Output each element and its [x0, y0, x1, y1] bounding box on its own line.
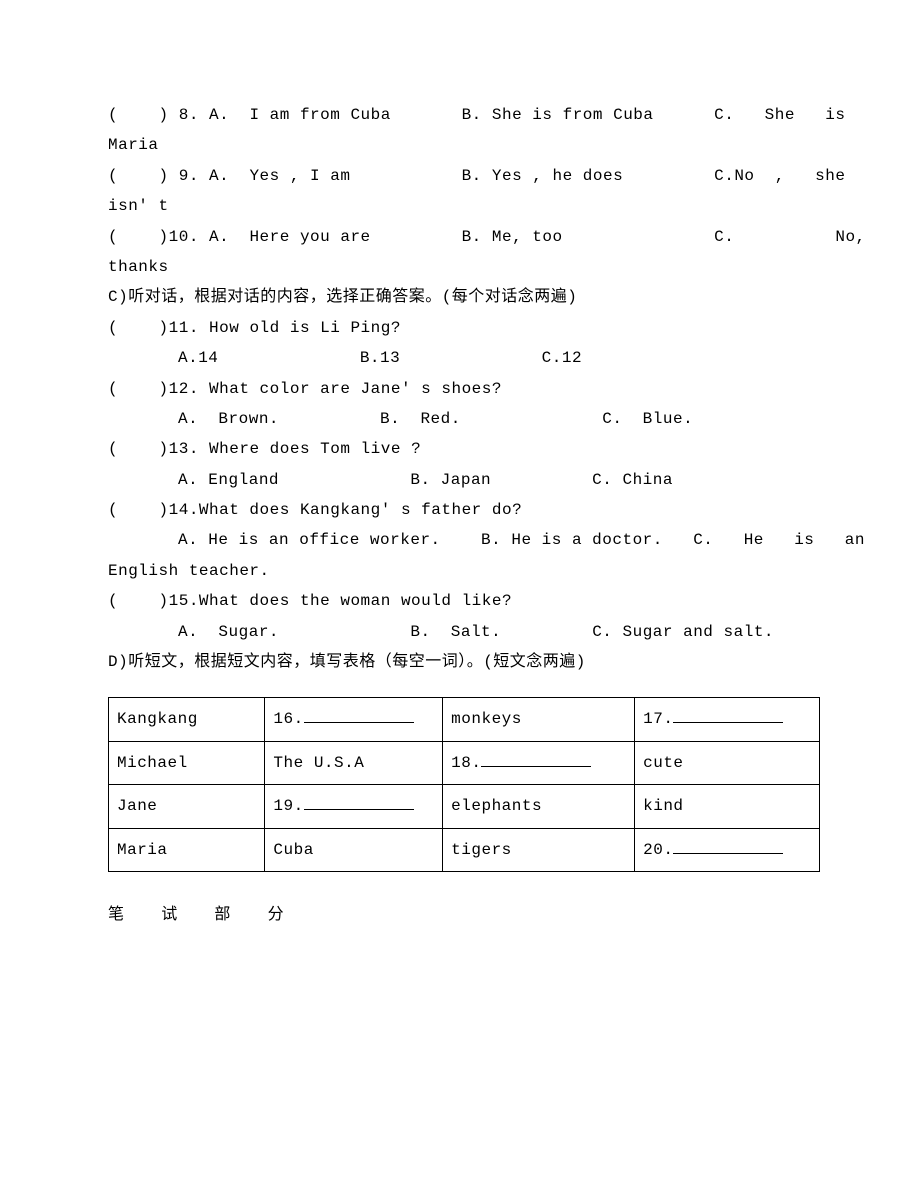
question-10-line1: ( )10. A. Here you are B. Me, too C. No,: [108, 222, 820, 252]
q14-prefix: ( )14.: [108, 501, 199, 519]
question-8-line2: Maria: [108, 130, 820, 160]
table-cell: Kangkang: [109, 698, 265, 741]
q13-b: B. Japan: [410, 471, 491, 489]
question-9-line1: ( ) 9. A. Yes , I am B. Yes , he does C.…: [108, 161, 820, 191]
table-row: Maria Cuba tigers 20.: [109, 828, 820, 871]
question-14-line3: English teacher.: [108, 556, 820, 586]
fill-in-table: Kangkang 16. monkeys 17. Michael The U.S…: [108, 697, 820, 872]
q10-prefix: ( )10.: [108, 228, 199, 246]
table-cell-blank: 16.: [265, 698, 443, 741]
written-section-title: 笔 试 部 分: [108, 900, 820, 930]
question-14-options: A. He is an office worker. B. He is a do…: [108, 525, 820, 555]
table-row: Jane 19. elephants kind: [109, 785, 820, 828]
q8-b: B. She is from Cuba: [462, 106, 654, 124]
exam-content: ( ) 8. A. I am from Cuba B. She is from …: [108, 100, 820, 930]
q11-a: A.14: [178, 349, 218, 367]
q15-a: A. Sugar.: [178, 623, 279, 641]
table-cell-blank: 20.: [635, 828, 820, 871]
q13-prefix: ( )13.: [108, 440, 199, 458]
question-13-options: A. England B. Japan C. China: [108, 465, 820, 495]
q15-prefix: ( )15.: [108, 592, 199, 610]
q14-cont: English teacher.: [108, 562, 270, 580]
q11-prefix: ( )11.: [108, 319, 199, 337]
q10-a: A. Here you are: [209, 228, 371, 246]
q12-b: B. Red.: [380, 410, 461, 428]
q11-b: B.13: [360, 349, 400, 367]
q9-cont: isn' t: [108, 197, 169, 215]
q8-a: A. I am from Cuba: [209, 106, 391, 124]
table-cell: The U.S.A: [265, 741, 443, 784]
q8-prefix: ( ) 8.: [108, 106, 199, 124]
q14-c: C. He is an: [693, 531, 865, 549]
q10-c: C. No,: [714, 228, 866, 246]
table-cell: Jane: [109, 785, 265, 828]
blank-line[interactable]: [673, 709, 783, 723]
question-15-options: A. Sugar. B. Salt. C. Sugar and salt.: [108, 617, 820, 647]
blank-label: 16.: [273, 710, 303, 728]
q12-stem: What color are Jane' s shoes?: [209, 380, 502, 398]
q10-b: B. Me, too: [462, 228, 563, 246]
blank-line[interactable]: [304, 709, 414, 723]
question-11-options: A.14 B.13 C.12: [108, 343, 820, 373]
q11-stem: How old is Li Ping?: [209, 319, 401, 337]
table-cell: cute: [635, 741, 820, 784]
question-14-stem: ( )14.What does Kangkang' s father do?: [108, 495, 820, 525]
q9-prefix: ( ) 9.: [108, 167, 199, 185]
blank-label: 18.: [451, 754, 481, 772]
q13-c: C. China: [592, 471, 673, 489]
question-8-line1: ( ) 8. A. I am from Cuba B. She is from …: [108, 100, 820, 130]
q9-b: B. Yes , he does: [462, 167, 624, 185]
blank-label: 17.: [643, 710, 673, 728]
q12-prefix: ( )12.: [108, 380, 199, 398]
q14-a: A. He is an office worker.: [178, 531, 441, 549]
table-cell: kind: [635, 785, 820, 828]
q15-b: B. Salt.: [410, 623, 501, 641]
table-cell: Michael: [109, 741, 265, 784]
table-cell-blank: 18.: [443, 741, 635, 784]
blank-line[interactable]: [481, 753, 591, 767]
q15-c: C. Sugar and salt.: [592, 623, 774, 641]
blank-line[interactable]: [304, 796, 414, 810]
q15-stem: What does the woman would like?: [199, 592, 512, 610]
blank-line[interactable]: [673, 840, 783, 854]
q13-stem: Where does Tom live ?: [209, 440, 421, 458]
table-cell: Maria: [109, 828, 265, 871]
table-row: Kangkang 16. monkeys 17.: [109, 698, 820, 741]
q8-c: C. She is: [714, 106, 845, 124]
section-c-header: C)听对话，根据对话的内容，选择正确答案。(每个对话念两遍): [108, 282, 820, 312]
table-cell: monkeys: [443, 698, 635, 741]
question-9-line2: isn' t: [108, 191, 820, 221]
blank-label: 20.: [643, 841, 673, 859]
section-d-header: D)听短文，根据短文内容，填写表格（每空一词）。(短文念两遍): [108, 647, 820, 677]
table-cell: tigers: [443, 828, 635, 871]
question-15-stem: ( )15.What does the woman would like?: [108, 586, 820, 616]
q9-c: C.No , she: [714, 167, 845, 185]
q14-b: B. He is a doctor.: [481, 531, 663, 549]
q13-a: A. England: [178, 471, 279, 489]
q9-a: A. Yes , I am: [209, 167, 350, 185]
question-10-line2: thanks: [108, 252, 820, 282]
table-cell-blank: 17.: [635, 698, 820, 741]
q11-c: C.12: [542, 349, 582, 367]
table-row: Michael The U.S.A 18. cute: [109, 741, 820, 784]
table-cell-blank: 19.: [265, 785, 443, 828]
question-12-stem: ( )12. What color are Jane' s shoes?: [108, 374, 820, 404]
question-13-stem: ( )13. Where does Tom live ?: [108, 434, 820, 464]
table-cell: Cuba: [265, 828, 443, 871]
q8-cont: Maria: [108, 136, 159, 154]
question-12-options: A. Brown. B. Red. C. Blue.: [108, 404, 820, 434]
q10-cont: thanks: [108, 258, 169, 276]
q14-stem: What does Kangkang' s father do?: [199, 501, 522, 519]
q12-a: A. Brown.: [178, 410, 279, 428]
blank-label: 19.: [273, 797, 303, 815]
table-cell: elephants: [443, 785, 635, 828]
q12-c: C. Blue.: [602, 410, 693, 428]
question-11-stem: ( )11. How old is Li Ping?: [108, 313, 820, 343]
